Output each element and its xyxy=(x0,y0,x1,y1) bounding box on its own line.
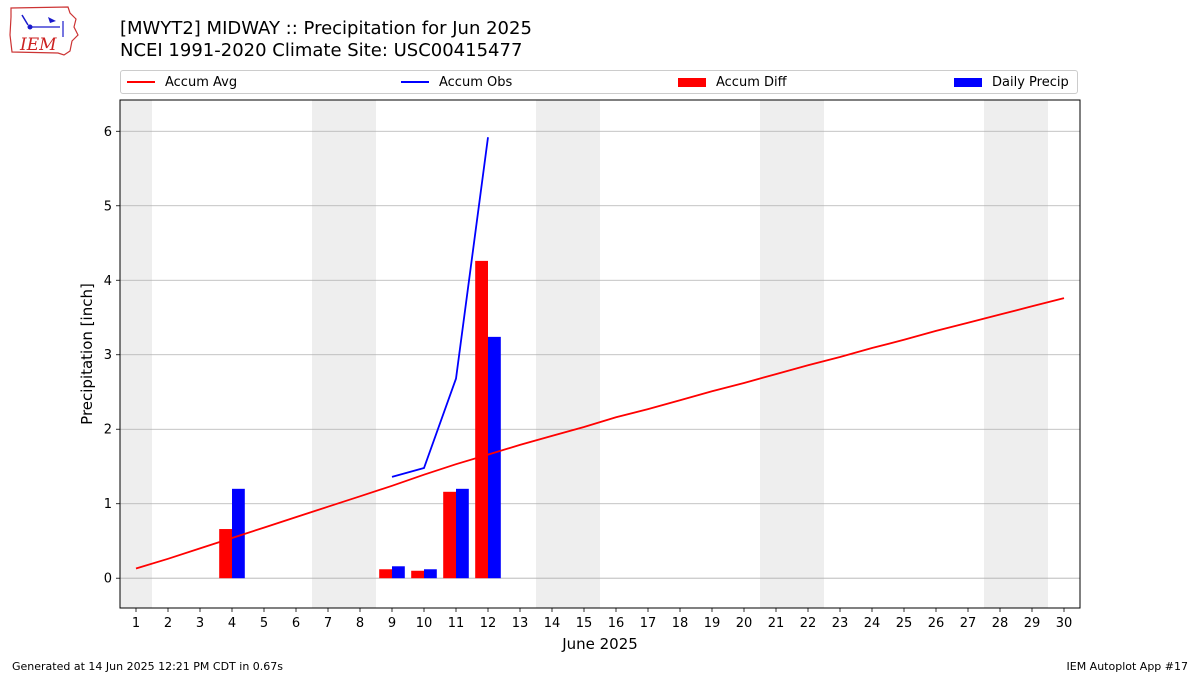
x-tick-label: 4 xyxy=(228,616,236,631)
y-tick-label: 0 xyxy=(104,572,112,587)
y-tick-label: 4 xyxy=(104,274,112,289)
legend-item-accum-obs: Accum Obs xyxy=(401,74,512,90)
x-tick-label: 15 xyxy=(576,616,593,631)
x-tick-label: 22 xyxy=(800,616,817,631)
weekend-band xyxy=(760,100,792,608)
x-tick-label: 3 xyxy=(196,616,204,631)
logo-text: IEM xyxy=(19,35,57,55)
bar-accum-diff xyxy=(443,491,456,579)
legend-label: Daily Precip xyxy=(992,74,1069,90)
x-tick-label: 17 xyxy=(640,616,657,631)
x-tick-label: 18 xyxy=(672,616,689,631)
x-tick-label: 13 xyxy=(512,616,529,631)
bar-daily-precip xyxy=(488,336,501,579)
x-tick-label: 26 xyxy=(928,616,945,631)
x-tick-label: 6 xyxy=(292,616,300,631)
x-tick-label: 27 xyxy=(960,616,977,631)
plot-frame xyxy=(119,99,1081,609)
chart-subtitle: NCEI 1991-2020 Climate Site: USC00415477 xyxy=(120,40,523,61)
x-tick-label: 19 xyxy=(704,616,721,631)
weekend-band xyxy=(536,100,568,608)
x-tick-label: 12 xyxy=(480,616,497,631)
bar-daily-precip xyxy=(392,566,405,579)
legend-label: Accum Avg xyxy=(165,74,238,90)
x-tick-label: 24 xyxy=(864,616,881,631)
line-accum-avg xyxy=(135,297,1065,570)
x-axis-label: June 2025 xyxy=(561,635,638,653)
weekend-band xyxy=(568,100,600,608)
y-axis-label: Precipitation [inch] xyxy=(78,283,96,425)
x-tick-label: 11 xyxy=(448,616,465,631)
y-tick-label: 5 xyxy=(104,199,112,214)
x-tick-label: 5 xyxy=(260,616,268,631)
bar-accum-diff xyxy=(411,570,424,579)
iem-logo: IEM xyxy=(9,6,79,56)
bar-accum-diff xyxy=(219,529,232,579)
x-tick-label: 9 xyxy=(388,616,396,631)
legend-swatch xyxy=(678,77,706,87)
x-tick-label: 23 xyxy=(832,616,849,631)
app-credit: IEM Autoplot App #17 xyxy=(1066,660,1189,673)
weekend-band xyxy=(344,100,376,608)
x-tick-label: 28 xyxy=(992,616,1009,631)
bar-daily-precip xyxy=(232,488,245,579)
bar-accum-diff xyxy=(379,569,392,579)
y-tick-label: 1 xyxy=(104,497,112,512)
y-tick-label: 3 xyxy=(104,348,112,363)
legend-label: Accum Diff xyxy=(716,74,787,90)
bar-daily-precip xyxy=(456,488,469,579)
line-accum-obs xyxy=(391,137,489,478)
x-tick-label: 14 xyxy=(544,616,561,631)
chart-legend: Accum Avg Accum Obs Accum Diff Daily Precip xyxy=(120,70,1078,94)
iowa-outline-icon xyxy=(9,6,79,56)
x-tick-label: 10 xyxy=(416,616,433,631)
weekend-band xyxy=(1016,100,1048,608)
weekend-band xyxy=(984,100,1016,608)
legend-item-accum-diff: Accum Diff xyxy=(678,74,787,90)
legend-item-daily-precip: Daily Precip xyxy=(954,74,1069,90)
x-tick-label: 8 xyxy=(356,616,364,631)
x-tick-label: 30 xyxy=(1056,616,1073,631)
x-tick-label: 20 xyxy=(736,616,753,631)
legend-swatch xyxy=(401,81,429,83)
y-tick-label: 2 xyxy=(104,423,112,438)
generated-timestamp: Generated at 14 Jun 2025 12:21 PM CDT in… xyxy=(12,660,284,673)
legend-item-accum-avg: Accum Avg xyxy=(127,74,237,90)
x-tick-label: 16 xyxy=(608,616,625,631)
x-tick-label: 25 xyxy=(896,616,913,631)
y-tick-label: 6 xyxy=(104,125,112,140)
x-tick-label: 21 xyxy=(768,616,785,631)
x-tick-label: 7 xyxy=(324,616,332,631)
bar-accum-diff xyxy=(475,260,488,579)
legend-swatch xyxy=(127,81,155,83)
legend-swatch xyxy=(954,77,982,87)
weekend-band xyxy=(792,100,824,608)
x-tick-label: 29 xyxy=(1024,616,1041,631)
x-tick-label: 2 xyxy=(164,616,172,631)
weekend-band xyxy=(312,100,344,608)
weekend-band xyxy=(120,100,152,608)
chart-title: [MWYT2] MIDWAY :: Precipitation for Jun … xyxy=(120,18,532,39)
x-tick-label: 1 xyxy=(132,616,140,631)
bar-daily-precip xyxy=(424,569,437,579)
legend-label: Accum Obs xyxy=(439,74,513,90)
